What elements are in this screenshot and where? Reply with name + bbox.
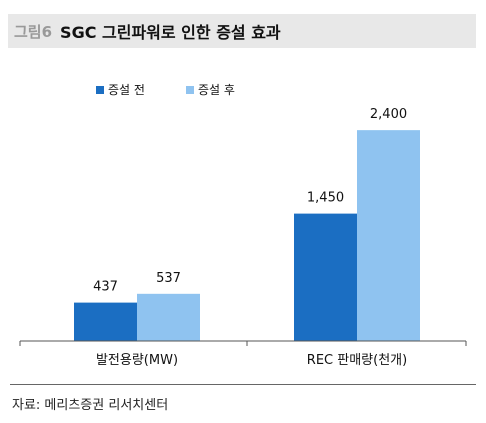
legend-label-before: 증설 전	[108, 83, 145, 97]
bar-chart: 증설 전 증설 후 437 537 1,450 2,400 발전용량(MW) REC 판매량(…	[19, 83, 467, 368]
figure-title: SGC 그린파워로 인한 증설 효과	[60, 23, 281, 42]
bar-after-0	[137, 293, 200, 341]
bar-value-label: 537	[156, 271, 181, 286]
legend-swatch-before	[96, 86, 104, 94]
source-note: 자료: 메리츠증권 리서치센터	[12, 398, 169, 413]
legend-label-after: 증설 후	[198, 83, 235, 97]
bar-value-label: 437	[93, 280, 118, 295]
bar-before-0	[74, 302, 137, 341]
x-tick-label: 발전용량(MW)	[96, 353, 178, 368]
bar-value-label: 1,450	[307, 191, 344, 206]
bar-value-label: 2,400	[370, 107, 407, 122]
legend-swatch-after	[186, 86, 194, 94]
figure-number: 그림6	[14, 22, 53, 41]
bar-before-1	[294, 213, 357, 341]
source-divider	[10, 384, 476, 385]
bar-after-1	[357, 130, 420, 341]
figure-title-bar: 그림6 SGC 그린파워로 인한 증설 효과	[8, 14, 476, 48]
x-tick-label: REC 판매량(천개)	[307, 353, 407, 368]
